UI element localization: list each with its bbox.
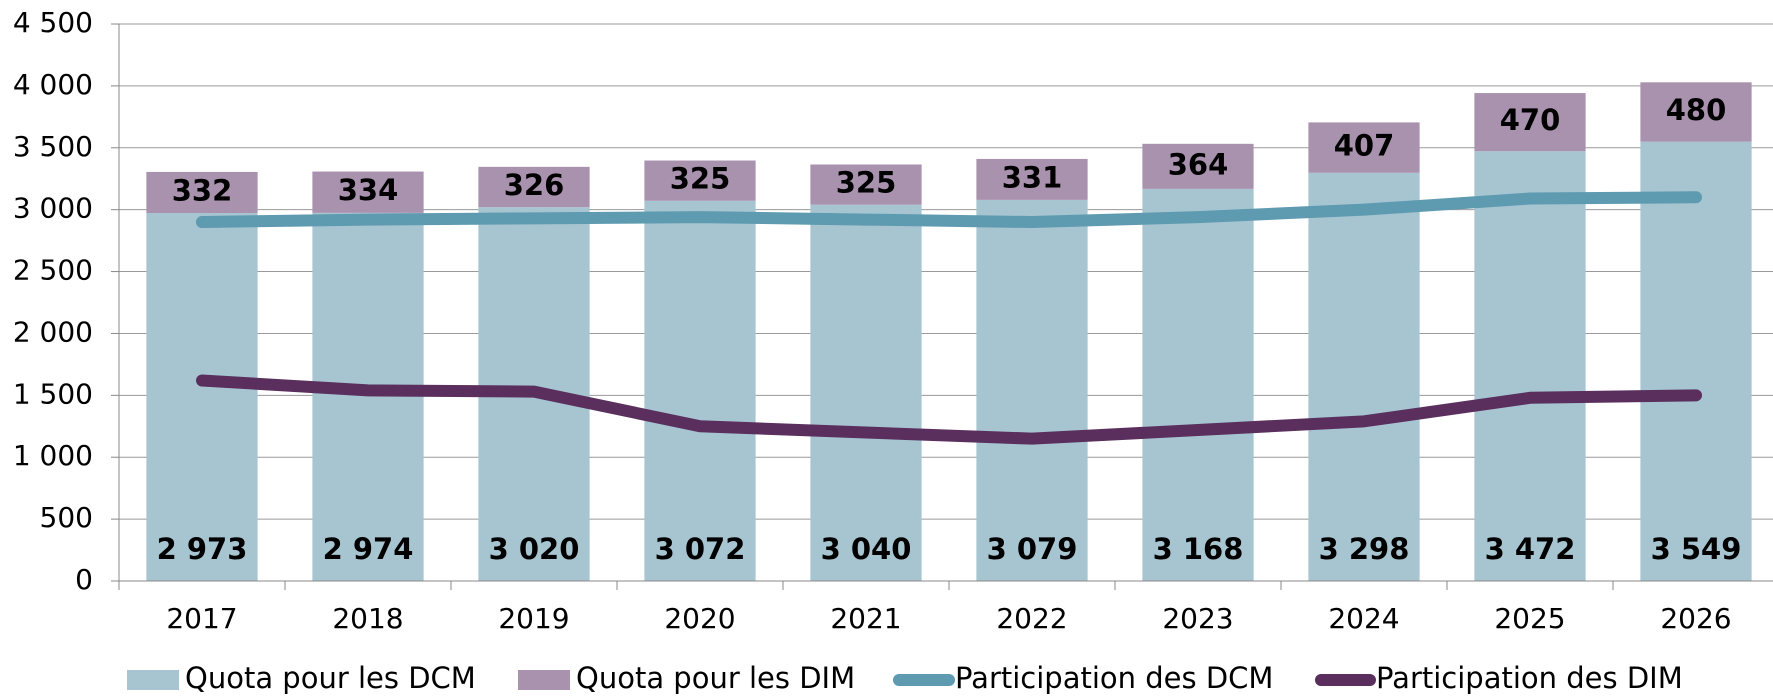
- legend-swatch: [518, 670, 570, 690]
- bar: [146, 171, 258, 214]
- data-label: 326: [504, 168, 565, 202]
- x-tick-label: 2022: [996, 602, 1067, 635]
- y-tick-label: 4 500: [13, 6, 93, 39]
- data-label: 407: [1334, 129, 1395, 163]
- data-label: 325: [836, 166, 897, 200]
- legend-label: Quota pour les DCM: [185, 661, 476, 695]
- bar: [976, 199, 1088, 581]
- data-label: 470: [1500, 103, 1561, 137]
- legend-swatch: [127, 670, 179, 690]
- bar: [1142, 143, 1254, 189]
- bar: [1142, 188, 1254, 581]
- bar: [976, 158, 1088, 200]
- data-label: 480: [1666, 93, 1727, 127]
- bar: [1308, 172, 1420, 581]
- bar: [312, 212, 424, 581]
- data-label: 3 168: [1153, 532, 1244, 566]
- data-label: 3 549: [1651, 532, 1742, 566]
- legend-label: Quota pour les DIM: [576, 661, 855, 695]
- bar: [1474, 151, 1586, 581]
- y-tick-label: 3 500: [13, 130, 93, 163]
- bar: [1474, 93, 1586, 152]
- data-label: 3 079: [987, 532, 1078, 566]
- y-tick-label: 4 000: [13, 68, 93, 101]
- y-tick-label: 2 500: [13, 254, 93, 287]
- x-tick-label: 2020: [664, 602, 735, 635]
- x-tick-label: 2017: [166, 602, 237, 635]
- data-label: 334: [338, 173, 399, 207]
- y-tick-label: 1 500: [13, 377, 93, 410]
- x-tick-label: 2018: [332, 602, 403, 635]
- data-label: 332: [172, 173, 233, 207]
- bar: [1308, 122, 1420, 173]
- bar: [810, 164, 922, 205]
- y-tick-label: 0: [75, 563, 93, 596]
- data-label: 331: [1002, 160, 1063, 194]
- data-label: 2 974: [323, 532, 414, 566]
- y-tick-label: 1 000: [13, 439, 93, 472]
- data-label: 3 072: [655, 532, 746, 566]
- data-label: 364: [1168, 147, 1229, 181]
- bar: [146, 213, 258, 581]
- legend-label: Participation des DIM: [1376, 661, 1683, 695]
- y-tick-label: 500: [40, 501, 93, 534]
- legend-label: Participation des DCM: [955, 661, 1273, 695]
- x-tick-label: 2025: [1494, 602, 1565, 635]
- bar: [644, 160, 756, 201]
- data-label: 3 472: [1485, 532, 1576, 566]
- bar: [312, 171, 424, 213]
- bar: [644, 200, 756, 581]
- bar: [478, 166, 590, 208]
- bar: [1640, 82, 1752, 142]
- data-label: 3 020: [489, 532, 580, 566]
- bar: [810, 204, 922, 581]
- data-label: 3 298: [1319, 532, 1410, 566]
- x-tick-label: 2023: [1162, 602, 1233, 635]
- data-label: 325: [670, 162, 731, 196]
- line: [196, 191, 1702, 229]
- y-tick-label: 3 000: [13, 192, 93, 225]
- data-label: 2 973: [157, 532, 248, 566]
- bar: [1640, 141, 1752, 582]
- line: [196, 374, 1702, 445]
- x-tick-label: 2024: [1328, 602, 1399, 635]
- x-tick-label: 2021: [830, 602, 901, 635]
- y-tick-label: 2 000: [13, 315, 93, 348]
- x-tick-label: 2026: [1660, 602, 1731, 635]
- x-tick-label: 2019: [498, 602, 569, 635]
- data-label: 3 040: [821, 532, 912, 566]
